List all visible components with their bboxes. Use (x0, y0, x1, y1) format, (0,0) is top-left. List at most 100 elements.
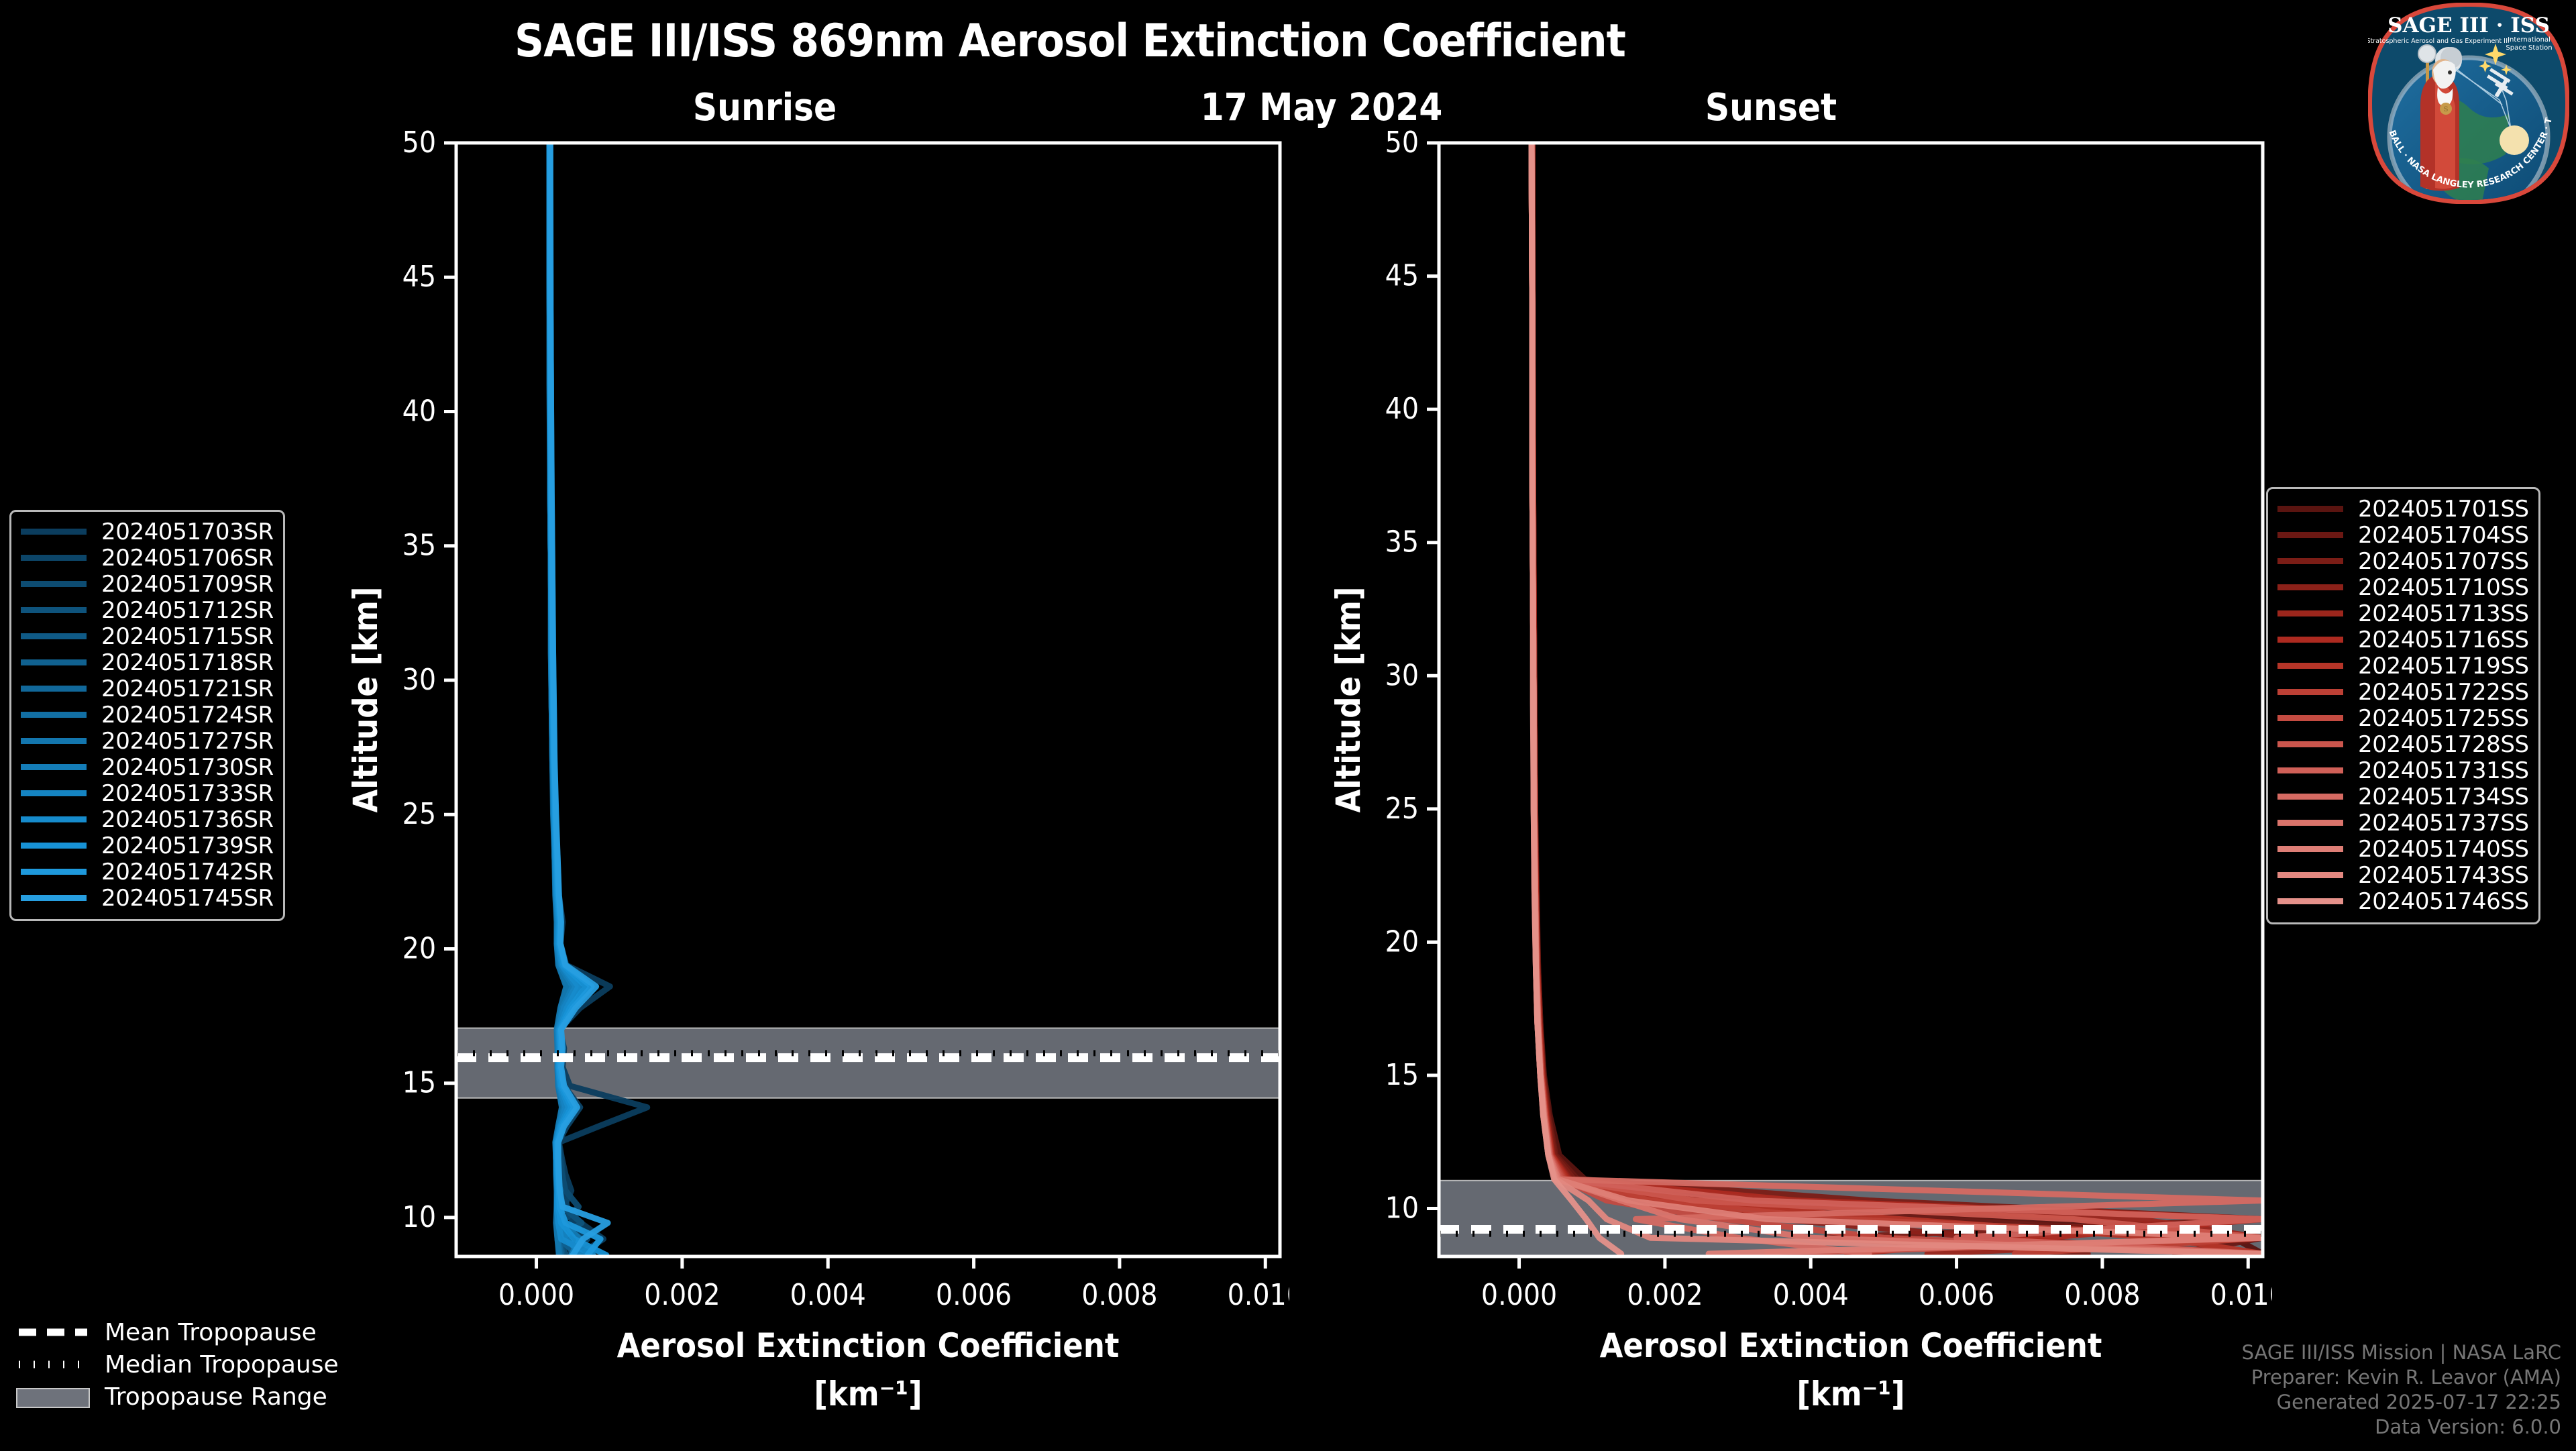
x-axis-units: [km⁻¹] (814, 1375, 922, 1413)
legend-color-swatch-icon (2277, 820, 2343, 826)
svg-text:Space Station: Space Station (2506, 44, 2552, 52)
y-tick-label: 20 (1385, 924, 1419, 959)
legend-item[interactable]: 2024051731SS (2277, 757, 2529, 784)
legend-item-label: 2024051724SR (101, 701, 274, 729)
x-tick-label: 0.006 (1919, 1278, 1994, 1312)
legend-item-label: 2024051728SS (2358, 731, 2529, 758)
legend-color-swatch-icon (21, 764, 87, 770)
legend-item-label: 2024051704SS (2358, 521, 2529, 549)
legend-item-label: 2024051730SR (101, 753, 274, 781)
legend-item[interactable]: 2024051719SS (2277, 652, 2529, 680)
x-tick-label: 0.004 (790, 1278, 866, 1312)
observation-date: 17 May 2024 (1200, 86, 1443, 129)
legend-item-label: 2024051746SS (2358, 888, 2529, 915)
x-tick-label: 0.000 (1481, 1278, 1557, 1312)
legend-item[interactable]: 2024051740SS (2277, 836, 2529, 863)
legend-item[interactable]: 2024051701SS (2277, 496, 2529, 523)
x-tick-label: 0.002 (1627, 1278, 1703, 1312)
legend-item[interactable]: 2024051722SS (2277, 678, 2529, 706)
y-axis-label: Altitude [km] (1332, 587, 1368, 813)
legend-item[interactable]: 2024051707SS (2277, 547, 2529, 575)
y-tick-label: 30 (402, 663, 436, 697)
legend-color-swatch-icon (21, 686, 87, 692)
page-title: SAGE III/ISS 869nm Aerosol Extinction Co… (515, 15, 1626, 68)
legend-row-mean-tropopause: Mean Tropopause (16, 1316, 339, 1348)
credits-generated: Generated 2025-07-17 22:25 (2276, 1390, 2561, 1413)
credits-block: SAGE III/ISS Mission | NASA LaRC Prepare… (2242, 1340, 2561, 1440)
legend-item-label: 2024051712SR (101, 596, 274, 624)
legend-item[interactable]: 2024051713SS (2277, 600, 2529, 627)
legend-item[interactable]: 2024051706SR (21, 545, 274, 572)
legend-item[interactable]: 2024051709SR (21, 570, 274, 598)
y-tick-label: 10 (402, 1200, 436, 1234)
legend-item-label: 2024051745SR (101, 884, 274, 912)
legend-item[interactable]: 2024051728SS (2277, 731, 2529, 758)
x-tick-label: 0.008 (2064, 1278, 2140, 1312)
legend-item-label: 2024051707SS (2358, 547, 2529, 575)
legend-item[interactable]: 2024051724SR (21, 701, 274, 729)
y-tick-label: 45 (402, 260, 436, 294)
median-tropopause-dot-icon (16, 1356, 90, 1373)
legend-item-label: 2024051718SR (101, 649, 274, 676)
svg-text:S: S (2444, 106, 2449, 113)
sunrise-plot-panel: 10 15 20 25 30 35 40 45 50 0.000 0.002 0.004 0.006 0.… (349, 121, 1289, 1451)
legend-item[interactable]: 2024051743SS (2277, 862, 2529, 889)
legend-color-swatch-icon (21, 581, 87, 587)
plot-background (1439, 143, 2263, 1256)
legend-color-swatch-icon (2277, 637, 2343, 643)
legend-row-tropopause-range: Tropopause Range (16, 1381, 339, 1413)
legend-item[interactable]: 2024051703SR (21, 519, 274, 545)
legend-item[interactable]: 2024051718SR (21, 649, 274, 676)
x-axis-units: [km⁻¹] (1796, 1375, 1904, 1413)
sunset-legend[interactable]: 2024051701SS 2024051704SS 2024051707SS 2024… (2266, 487, 2540, 924)
x-tick-label: 0.010 (2210, 1278, 2272, 1312)
legend-item[interactable]: 2024051733SR (21, 780, 274, 807)
sunrise-panel-title: Sunrise (692, 86, 837, 129)
y-tick-label: 10 (1385, 1191, 1419, 1226)
legend-item[interactable]: 2024051736SR (21, 806, 274, 833)
legend-color-swatch-icon (21, 895, 87, 901)
legend-color-swatch-icon (21, 843, 87, 849)
tropopause-range-swatch-icon (16, 1388, 90, 1408)
legend-color-swatch-icon (2277, 532, 2343, 538)
credits-preparer: Preparer: Kevin R. Leavor (AMA) (2251, 1365, 2561, 1389)
legend-item[interactable]: 2024051725SS (2277, 704, 2529, 732)
y-tick-label: 15 (1385, 1058, 1419, 1092)
y-axis-label: Altitude [km] (349, 587, 385, 813)
legend-item[interactable]: 2024051727SR (21, 728, 274, 755)
legend-item-label: 2024051709SR (101, 570, 274, 598)
svg-text:SAGE III · ISS: SAGE III · ISS (2387, 13, 2550, 38)
legend-item[interactable]: 2024051739SR (21, 832, 274, 859)
plot-svg: 10 15 20 25 30 35 40 45 50 0.000 0.002 0.004 0.006 0.… (349, 125, 1289, 1413)
legend-color-swatch-icon (2277, 558, 2343, 564)
legend-item[interactable]: 2024051742SR (21, 859, 274, 885)
legend-color-swatch-icon (2277, 794, 2343, 800)
y-tick-label: 20 (402, 931, 436, 965)
legend-item[interactable]: 2024051716SS (2277, 627, 2529, 653)
sunset-panel-title: Sunset (1705, 86, 1837, 129)
legend-item[interactable]: 2024051721SR (21, 676, 274, 702)
legend-item[interactable]: 2024051730SR (21, 753, 274, 781)
legend-item-label: 2024051725SS (2358, 704, 2529, 732)
legend-item[interactable]: 2024051737SS (2277, 809, 2529, 837)
legend-item[interactable]: 2024051712SR (21, 596, 274, 624)
legend-item-label: 2024051742SR (101, 858, 274, 885)
legend-item[interactable]: 2024051710SS (2277, 574, 2529, 601)
legend-item[interactable]: 2024051746SS (2277, 888, 2529, 915)
legend-item-label: 2024051737SS (2358, 809, 2529, 837)
y-tick-label: 25 (402, 797, 436, 831)
legend-item-label: 2024051703SR (101, 518, 274, 545)
legend-color-swatch-icon (21, 607, 87, 613)
legend-item[interactable]: 2024051734SS (2277, 784, 2529, 810)
legend-item-label: 2024051719SS (2358, 652, 2529, 680)
legend-item-label: 2024051722SS (2358, 678, 2529, 706)
legend-color-swatch-icon (21, 790, 87, 796)
legend-item[interactable]: 2024051715SR (21, 623, 274, 650)
legend-item[interactable]: 2024051745SR (21, 884, 274, 912)
series-line (547, 143, 611, 1256)
sunset-plot-panel: 10 15 20 25 30 35 40 45 50 0.000 0.002 0.004 0.006 0.… (1332, 121, 2272, 1451)
legend-item[interactable]: 2024051704SS (2277, 521, 2529, 549)
legend-color-swatch-icon (2277, 872, 2343, 878)
tropopause-legend: Mean Tropopause Median Tropopause Tropop… (16, 1316, 339, 1413)
sunrise-legend[interactable]: 2024051703SR 2024051706SR 2024051709SR 2024… (9, 510, 285, 921)
